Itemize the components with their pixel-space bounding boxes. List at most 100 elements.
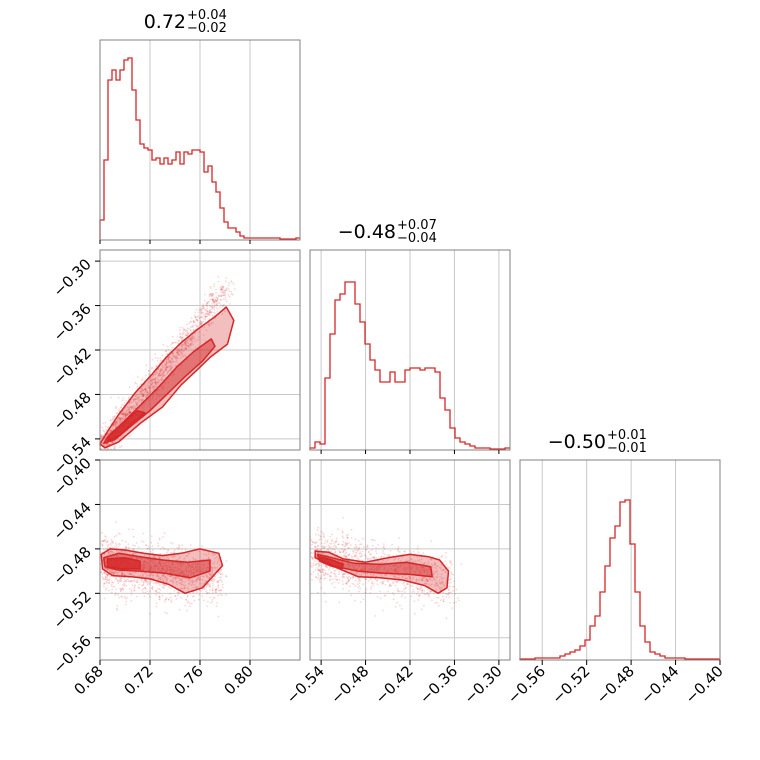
scatter-point [218, 579, 221, 581]
scatter-point [219, 303, 222, 306]
scatter-point [106, 433, 109, 436]
scatter-point [192, 595, 195, 597]
scatter-point [132, 400, 135, 403]
scatter-point [153, 387, 156, 390]
scatter-point [213, 304, 216, 307]
scatter-point [197, 575, 200, 578]
scatter-point [190, 335, 193, 338]
scatter-point [354, 538, 357, 541]
scatter-point [189, 336, 192, 339]
scatter-point [147, 385, 150, 387]
scatter-point [326, 566, 328, 568]
scatter-point [169, 575, 172, 578]
scatter-point [174, 357, 177, 359]
scatter-point [225, 560, 228, 562]
scatter-point [169, 369, 172, 371]
scatter-point [183, 587, 186, 590]
scatter-point [214, 566, 217, 568]
scatter-point [170, 541, 172, 544]
scatter-point [155, 365, 158, 368]
scatter-point [175, 356, 177, 359]
scatter-point [151, 387, 154, 389]
scatter-point [195, 586, 198, 589]
scatter-point [171, 359, 174, 362]
scatter-point [428, 577, 431, 579]
scatter-point [149, 379, 152, 382]
scatter-point [167, 556, 170, 559]
scatter-point [344, 548, 346, 551]
scatter-point [342, 517, 344, 519]
scatter-point [313, 560, 316, 563]
scatter-point [191, 595, 194, 598]
scatter-point [423, 592, 426, 595]
scatter-point [370, 557, 373, 560]
scatter-point [154, 377, 156, 380]
scatter-point [115, 412, 118, 414]
scatter-point [147, 382, 150, 384]
scatter-point [169, 355, 172, 358]
scatter-point [218, 295, 220, 297]
scatter-point [224, 594, 227, 596]
scatter-point [405, 582, 408, 585]
scatter-point [424, 582, 427, 585]
scatter-point [152, 388, 155, 391]
scatter-point [375, 552, 378, 555]
scatter-point [354, 554, 357, 557]
scatter-point [439, 581, 441, 584]
scatter-point [316, 549, 318, 551]
scatter-point [174, 354, 177, 357]
scatter-point [171, 542, 174, 545]
scatter-point [195, 581, 197, 583]
scatter-point [175, 341, 178, 344]
scatter-point [423, 576, 426, 579]
scatter-point [175, 577, 177, 580]
scatter-point [176, 354, 179, 357]
scatter-point [372, 539, 374, 541]
scatter-point [164, 598, 167, 601]
scatter-point [144, 588, 147, 590]
scatter-point [217, 280, 220, 283]
scatter-point [105, 444, 107, 447]
scatter-point [219, 570, 221, 572]
scatter-point [159, 374, 162, 377]
scatter-point [433, 578, 436, 581]
scatter-point [124, 550, 127, 553]
scatter-point [409, 576, 411, 579]
scatter-point [383, 595, 386, 597]
scatter-point [163, 370, 166, 373]
scatter-point [103, 567, 106, 570]
scatter-point [384, 574, 387, 576]
scatter-point [160, 378, 163, 381]
scatter-point [422, 562, 425, 565]
scatter-point [213, 597, 216, 599]
scatter-point [111, 426, 114, 429]
scatter-point [342, 587, 344, 590]
scatter-point [105, 578, 108, 581]
scatter-point [197, 576, 199, 579]
scatter-point [107, 573, 109, 576]
scatter-point [342, 573, 344, 576]
scatter-point [147, 392, 150, 395]
scatter-point [314, 546, 317, 549]
scatter-point [320, 530, 323, 533]
scatter-point [192, 321, 195, 323]
scatter-point [214, 298, 217, 301]
scatter-point [347, 542, 350, 544]
scatter-point [220, 579, 223, 581]
scatter-point [109, 571, 112, 574]
scatter-point [121, 539, 124, 542]
scatter-point [182, 329, 185, 332]
scatter-point [149, 391, 152, 394]
scatter-point [436, 576, 439, 579]
scatter-point [161, 364, 164, 366]
scatter-point [158, 555, 161, 558]
scatter-point [109, 431, 111, 434]
scatter-point [359, 543, 361, 546]
scatter-point [136, 403, 138, 406]
scatter-point [227, 294, 230, 296]
scatter-point [220, 288, 223, 291]
scatter-point [194, 316, 197, 319]
scatter-point [121, 412, 124, 415]
scatter-point [219, 289, 222, 291]
scatter-point [152, 575, 155, 577]
